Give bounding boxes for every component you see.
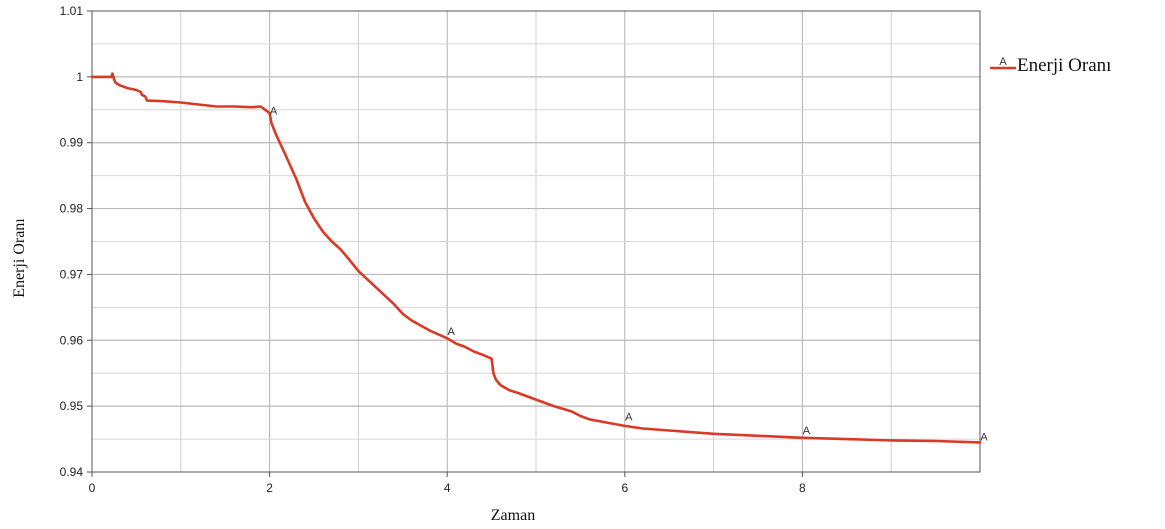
series-layer bbox=[90, 72, 982, 444]
legend-label: Enerji Oranı bbox=[1017, 55, 1111, 76]
marker-layer: A A A A A bbox=[270, 105, 988, 443]
series-point-marker: A bbox=[270, 105, 278, 117]
y-tick-label: 1 bbox=[76, 70, 83, 84]
y-tick-label: 0.95 bbox=[60, 399, 84, 413]
x-tick-label: 0 bbox=[89, 481, 96, 495]
legend-marker-symbol: A bbox=[999, 56, 1007, 68]
series-point-marker: A bbox=[625, 412, 633, 424]
series-point-marker: A bbox=[448, 326, 456, 338]
series-point-marker: A bbox=[803, 425, 811, 437]
x-tick-label: 4 bbox=[444, 481, 451, 495]
y-tick-label: 0.98 bbox=[60, 202, 84, 216]
x-tick-label: 8 bbox=[799, 481, 806, 495]
y-tick-label: 0.97 bbox=[60, 267, 84, 281]
series-line-enerji-orani bbox=[90, 72, 982, 444]
legend: A Enerji Oranı bbox=[990, 55, 1111, 76]
y-axis-title: Enerji Oranı bbox=[11, 218, 28, 298]
plot-area-border bbox=[91, 10, 981, 473]
x-tick-label: 6 bbox=[621, 481, 628, 495]
x-tick-label: 2 bbox=[266, 481, 273, 495]
y-tick-label: 0.96 bbox=[60, 333, 84, 347]
grid bbox=[92, 11, 980, 472]
x-axis-title: Zaman bbox=[491, 507, 535, 524]
y-tick-label: 0.99 bbox=[60, 136, 84, 150]
axis-ticks: 0 2 4 6 8 0.94 0.95 0.96 0.97 0.98 0.99 1 1.01 bbox=[60, 4, 806, 495]
series-point-marker: A bbox=[980, 431, 988, 443]
y-tick-label: 0.94 bbox=[60, 465, 84, 479]
y-tick-label: 1.01 bbox=[60, 4, 84, 18]
